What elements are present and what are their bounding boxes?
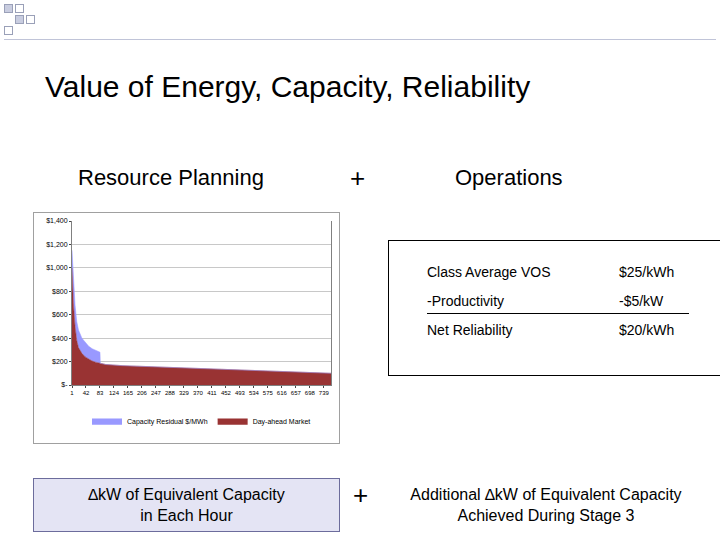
html-text:-$5/kW: -$5/kW xyxy=(619,293,664,309)
svg-text:206: 206 xyxy=(137,390,148,396)
html-text:Additional ∆kW of Equivalent C: Additional ∆kW of Equivalent Capacity xyxy=(410,486,682,503)
html-text:$25/kWh: $25/kWh xyxy=(619,264,675,280)
html-text:$20/kWh: $20/kWh xyxy=(619,322,675,338)
svg-text:83: 83 xyxy=(97,390,104,396)
html-text:∆kW of Equivalent Capacity: ∆kW of Equivalent Capacity xyxy=(88,486,285,503)
svg-text:$800: $800 xyxy=(52,288,68,295)
svg-text:493: 493 xyxy=(235,390,246,396)
svg-text:Capacity Residual $/MWh: Capacity Residual $/MWh xyxy=(127,418,208,426)
html-text:Net Reliability: Net Reliability xyxy=(427,322,513,338)
svg-text:411: 411 xyxy=(207,390,217,396)
html-text:Resource Planning: Resource Planning xyxy=(78,165,264,190)
svg-text:288: 288 xyxy=(165,390,176,396)
html-text:in Each Hour: in Each Hour xyxy=(140,507,233,524)
svg-text:42: 42 xyxy=(83,390,90,396)
svg-text:739: 739 xyxy=(319,390,330,396)
svg-text:247: 247 xyxy=(151,390,162,396)
html-text:Class Average VOS: Class Average VOS xyxy=(427,264,551,280)
svg-text:Day-ahead Market: Day-ahead Market xyxy=(253,418,311,426)
svg-text:575: 575 xyxy=(263,390,274,396)
svg-text:657: 657 xyxy=(291,390,302,396)
svg-text:$400: $400 xyxy=(52,335,68,342)
html-text:Value of Energy, Capacity, Rel: Value of Energy, Capacity, Reliability xyxy=(45,70,531,103)
svg-text:370: 370 xyxy=(193,390,204,396)
svg-text:616: 616 xyxy=(277,390,288,396)
svg-text:452: 452 xyxy=(221,390,232,396)
html-text:Operations: Operations xyxy=(455,165,563,190)
svg-text:$600: $600 xyxy=(52,311,68,318)
svg-text:534: 534 xyxy=(249,390,260,396)
svg-text:$1,400: $1,400 xyxy=(46,217,68,224)
svg-text:1: 1 xyxy=(70,390,74,396)
svg-text:$-: $- xyxy=(61,381,68,388)
svg-text:329: 329 xyxy=(179,390,190,396)
svg-text:$1,200: $1,200 xyxy=(46,241,68,248)
html-text:-Productivity: -Productivity xyxy=(427,293,504,309)
svg-text:$1,000: $1,000 xyxy=(46,264,68,271)
svg-text:698: 698 xyxy=(305,390,316,396)
svg-text:165: 165 xyxy=(123,390,134,396)
svg-text:124: 124 xyxy=(109,390,120,396)
html-text:Achieved During Stage 3: Achieved During Stage 3 xyxy=(457,507,635,524)
svg-text:$200: $200 xyxy=(52,358,68,365)
